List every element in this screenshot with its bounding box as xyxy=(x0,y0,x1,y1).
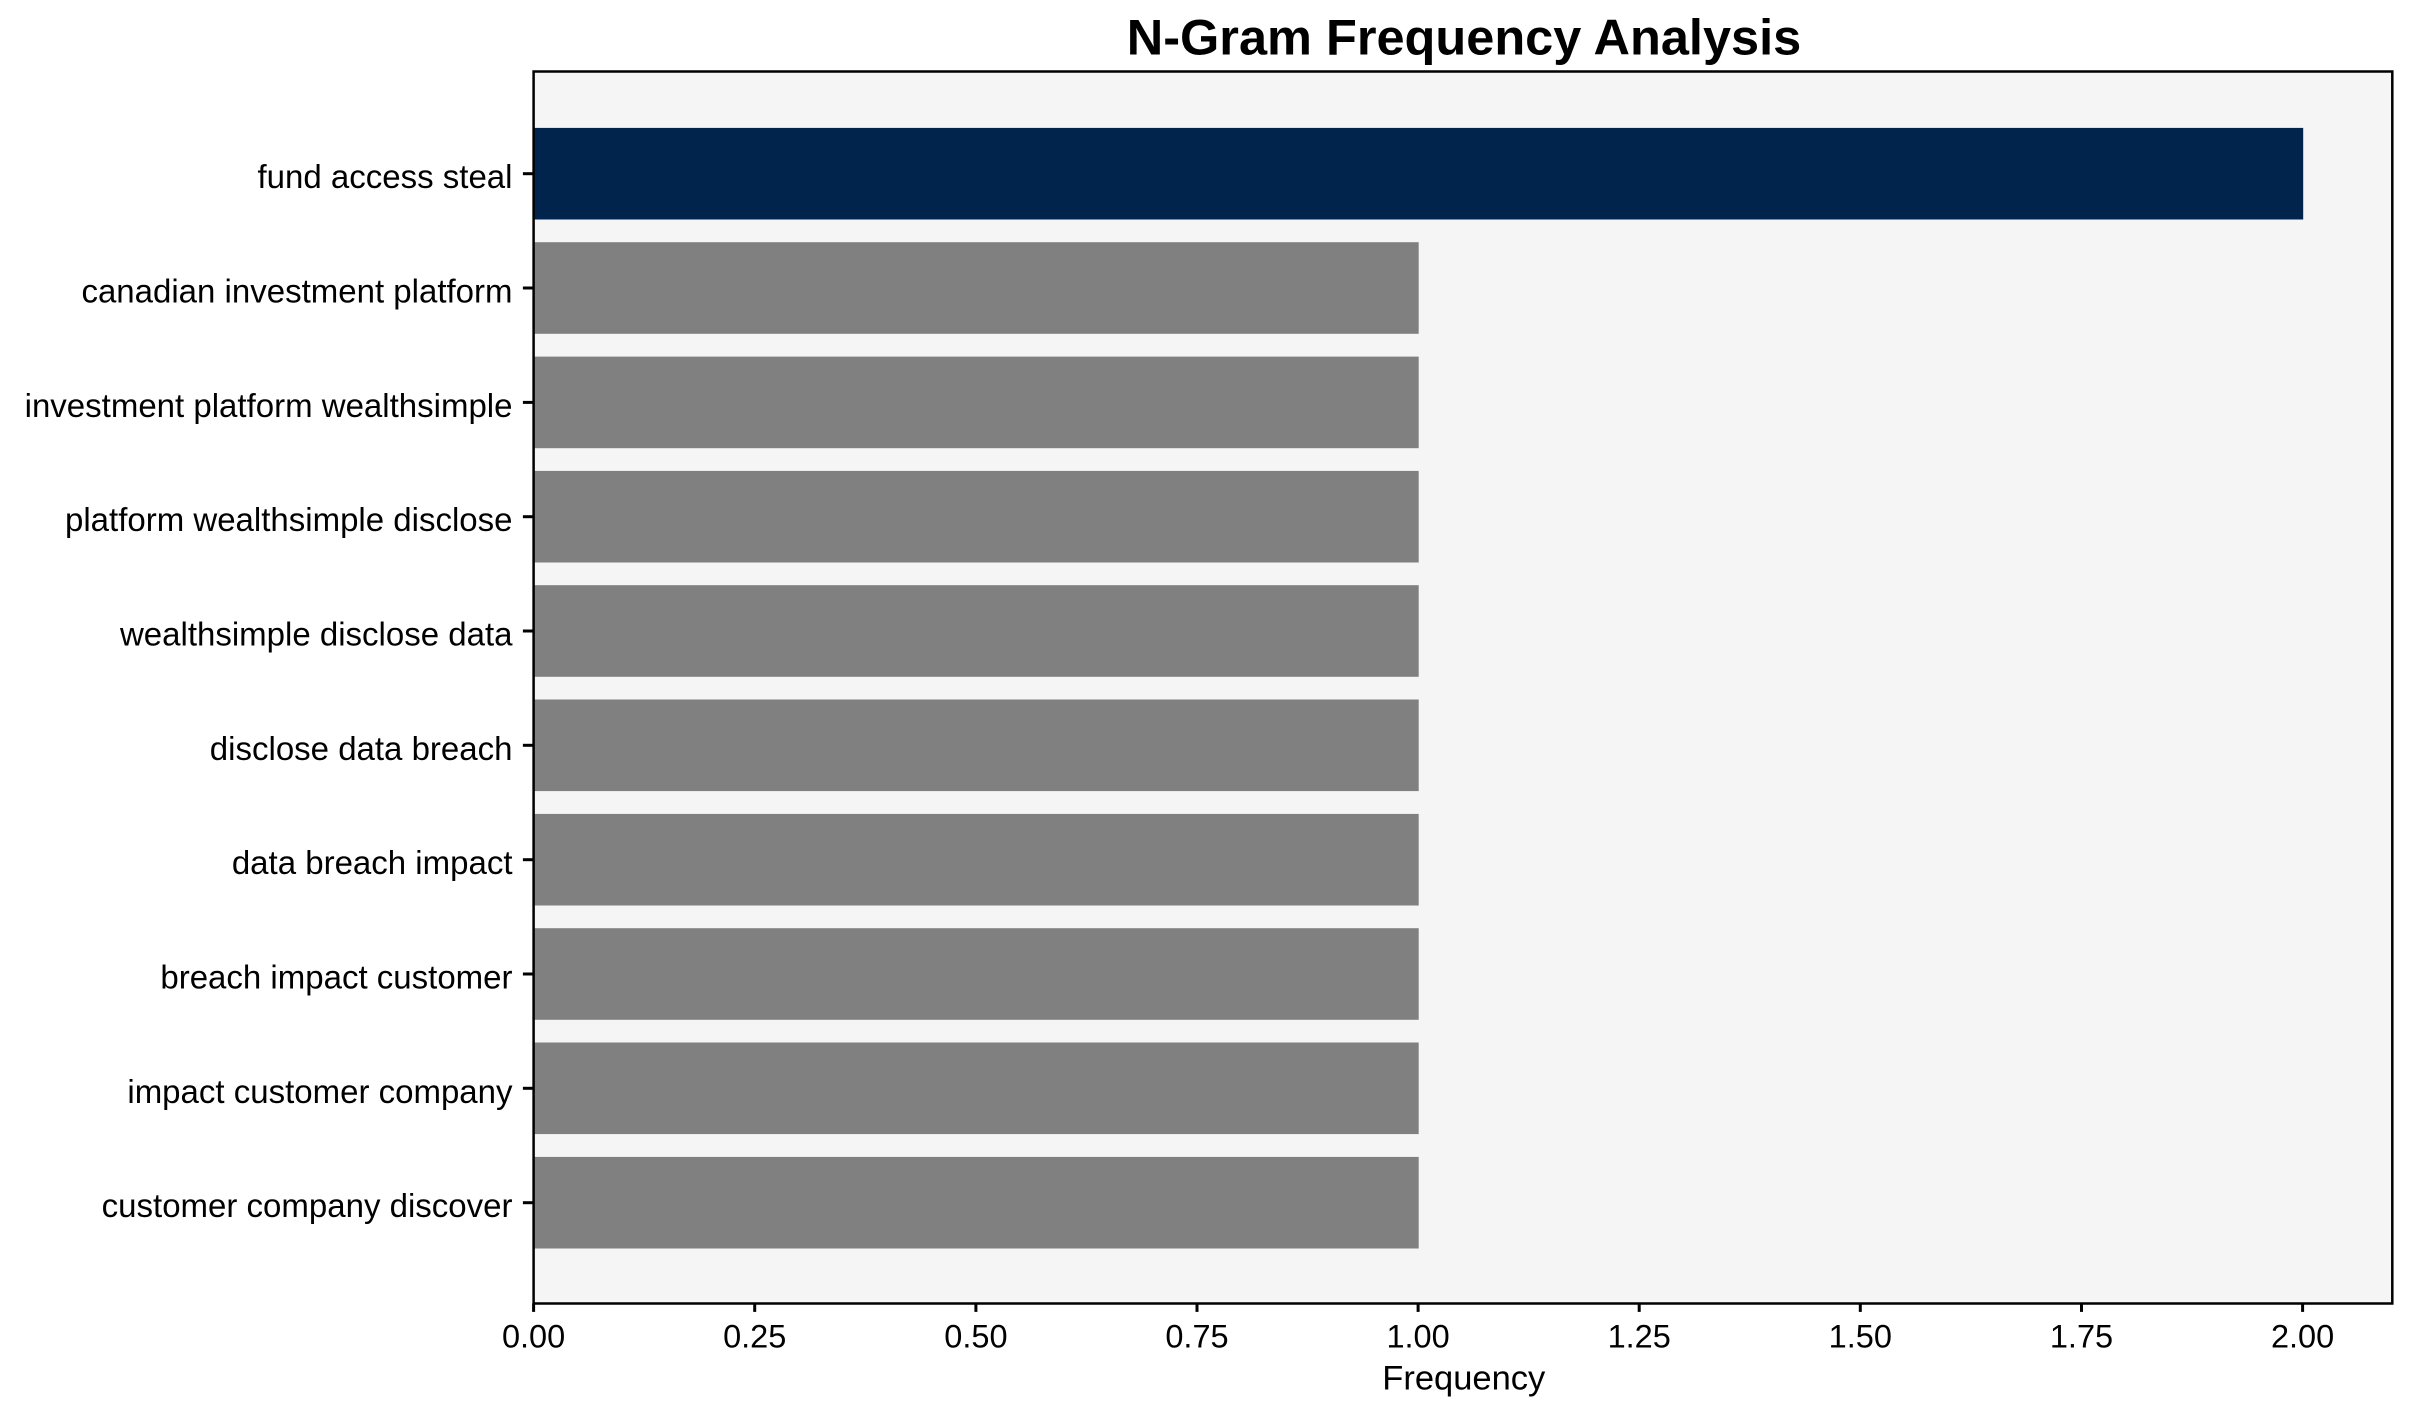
svg-text:2.00: 2.00 xyxy=(2271,1318,2334,1354)
svg-text:disclose data breach: disclose data breach xyxy=(210,730,513,767)
svg-text:1.25: 1.25 xyxy=(1608,1318,1671,1354)
svg-text:0.25: 0.25 xyxy=(723,1318,786,1354)
svg-text:0.00: 0.00 xyxy=(502,1318,565,1354)
svg-text:impact customer company: impact customer company xyxy=(127,1073,513,1110)
svg-text:data breach impact: data breach impact xyxy=(232,844,513,881)
svg-text:canadian investment platform: canadian investment platform xyxy=(81,273,512,310)
svg-text:investment platform wealthsimp: investment platform wealthsimple xyxy=(25,387,513,424)
svg-text:0.50: 0.50 xyxy=(944,1318,1007,1354)
svg-text:N-Gram Frequency Analysis: N-Gram Frequency Analysis xyxy=(1127,9,1802,66)
svg-text:0.75: 0.75 xyxy=(1165,1318,1228,1354)
svg-text:fund access steal: fund access steal xyxy=(258,158,513,195)
svg-text:1.75: 1.75 xyxy=(2050,1318,2113,1354)
svg-text:wealthsimple disclose data: wealthsimple disclose data xyxy=(119,616,513,653)
svg-text:customer company discover: customer company discover xyxy=(102,1187,513,1224)
svg-text:1.00: 1.00 xyxy=(1386,1318,1449,1354)
svg-text:breach impact customer: breach impact customer xyxy=(160,959,512,996)
svg-text:1.50: 1.50 xyxy=(1829,1318,1892,1354)
svg-text:platform wealthsimple disclose: platform wealthsimple disclose xyxy=(65,501,513,538)
svg-text:Frequency: Frequency xyxy=(1382,1360,1546,1398)
